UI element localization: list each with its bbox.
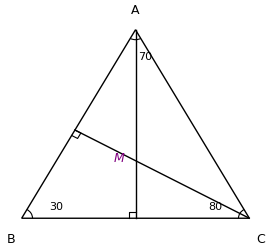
Text: 70: 70 — [138, 52, 152, 62]
Text: M: M — [114, 152, 125, 165]
Text: A: A — [131, 4, 140, 17]
Text: B: B — [7, 233, 15, 246]
Text: 30: 30 — [49, 202, 63, 212]
Text: 80: 80 — [208, 202, 222, 212]
Text: C: C — [256, 233, 264, 246]
